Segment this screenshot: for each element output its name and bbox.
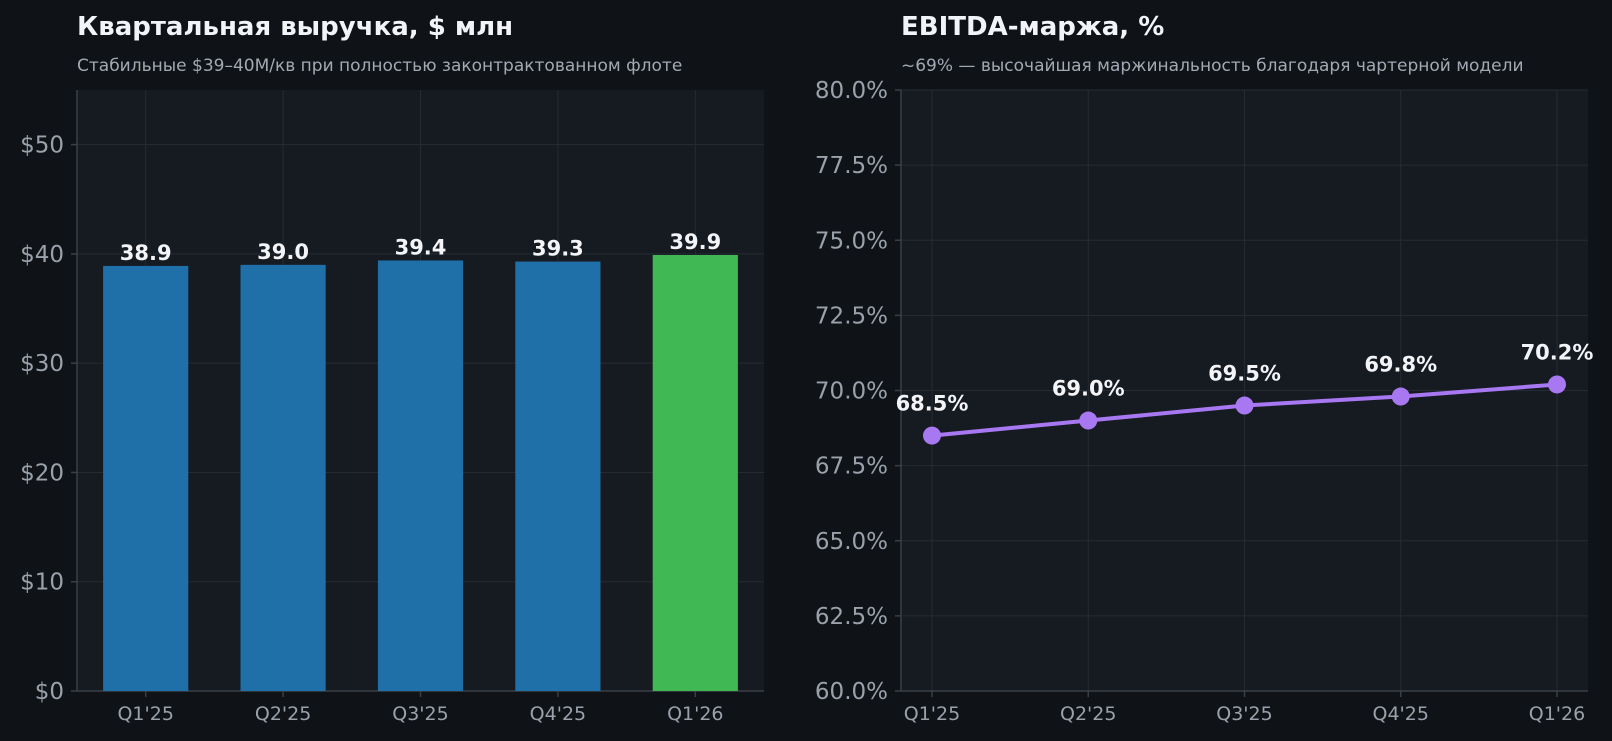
data-point-3: [1235, 396, 1254, 415]
y-tick-label: 60.0%: [815, 679, 888, 705]
y-tick-label: 67.5%: [815, 454, 888, 480]
point-value-label: 70.2%: [1521, 340, 1594, 364]
data-point-2: [1079, 411, 1098, 430]
ebitda-x-axis: Q1'25 Q2'25 Q3'25 Q4'25 Q1'26: [904, 691, 1585, 725]
x-tick-label: Q4'25: [1373, 703, 1429, 725]
ebitda-chart: EBITDA-маржа, % ~69% — высочайшая маржин…: [815, 12, 1594, 725]
bar-value-label: 39.9: [669, 230, 721, 254]
bar-value-label: 39.3: [532, 237, 584, 261]
y-tick-label: 80.0%: [815, 78, 888, 104]
y-tick-label: 75.0%: [815, 228, 888, 254]
x-tick-label: Q4'25: [530, 703, 586, 725]
ebitda-points: [923, 375, 1566, 445]
bar-2: [240, 264, 326, 691]
bar-3: [377, 260, 464, 691]
y-tick-label: $0: [35, 679, 64, 705]
y-tick-label: $20: [20, 460, 64, 486]
bar-value-label: 39.0: [257, 240, 309, 264]
revenue-x-axis: Q1'25 Q2'25 Q3'25 Q4'25 Q1'26: [117, 691, 724, 725]
y-tick-label: $30: [20, 351, 64, 377]
y-tick-label: $50: [20, 133, 64, 159]
ebitda-chart-subtitle: ~69% — высочайшая маржинальность благода…: [901, 56, 1524, 76]
revenue-data-labels: 38.9 39.0 39.4 39.3 39.9: [120, 230, 721, 265]
x-tick-label: Q3'25: [392, 703, 448, 725]
y-tick-label: 62.5%: [815, 604, 888, 630]
y-tick-label: 65.0%: [815, 529, 888, 555]
x-tick-label: Q1'25: [904, 703, 960, 725]
bar-1: [103, 265, 189, 691]
point-value-label: 68.5%: [896, 392, 969, 416]
x-tick-label: Q1'25: [117, 703, 173, 725]
y-tick-label: $10: [20, 570, 64, 596]
ebitda-data-labels: 68.5% 69.0% 69.5% 69.8% 70.2%: [896, 340, 1594, 415]
revenue-bars: [103, 255, 738, 691]
data-point-5: [1548, 375, 1566, 394]
x-tick-label: Q2'25: [255, 703, 311, 725]
ebitda-gridlines: [900, 89, 1588, 692]
y-tick-label: $40: [20, 242, 64, 268]
y-tick-label: 77.5%: [815, 153, 888, 179]
bar-value-label: 38.9: [120, 241, 172, 265]
point-value-label: 69.5%: [1208, 362, 1281, 386]
bar-4: [515, 261, 601, 691]
y-tick-label: 72.5%: [815, 303, 888, 329]
ebitda-chart-title: EBITDA-маржа, %: [901, 12, 1164, 42]
bar-value-label: 39.4: [395, 235, 447, 259]
revenue-chart-title: Квартальная выручка, $ млн: [77, 12, 513, 42]
x-tick-label: Q1'26: [667, 703, 723, 725]
revenue-chart: Квартальная выручка, $ млн Стабильные $3…: [20, 12, 764, 725]
ebitda-y-axis: 60.0% 62.5% 65.0% 67.5% 70.0% 72.5% 75.0% 77.5%…: [815, 78, 901, 705]
y-tick-label: 70.0%: [815, 379, 888, 405]
point-value-label: 69.0%: [1052, 377, 1125, 401]
x-tick-label: Q2'25: [1060, 703, 1116, 725]
data-point-4: [1391, 387, 1410, 406]
bar-5: [652, 255, 738, 691]
revenue-y-axis: $0 $10 $20 $30 $40 $50: [20, 133, 77, 705]
x-tick-label: Q3'25: [1216, 703, 1272, 725]
point-value-label: 69.8%: [1364, 353, 1437, 377]
x-tick-label: Q1'26: [1529, 703, 1585, 725]
revenue-chart-subtitle: Стабильные $39–40M/кв при полностью зако…: [77, 56, 682, 76]
data-point-1: [923, 426, 941, 445]
